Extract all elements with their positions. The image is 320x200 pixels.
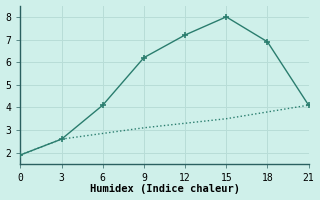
X-axis label: Humidex (Indice chaleur): Humidex (Indice chaleur) bbox=[90, 184, 239, 194]
